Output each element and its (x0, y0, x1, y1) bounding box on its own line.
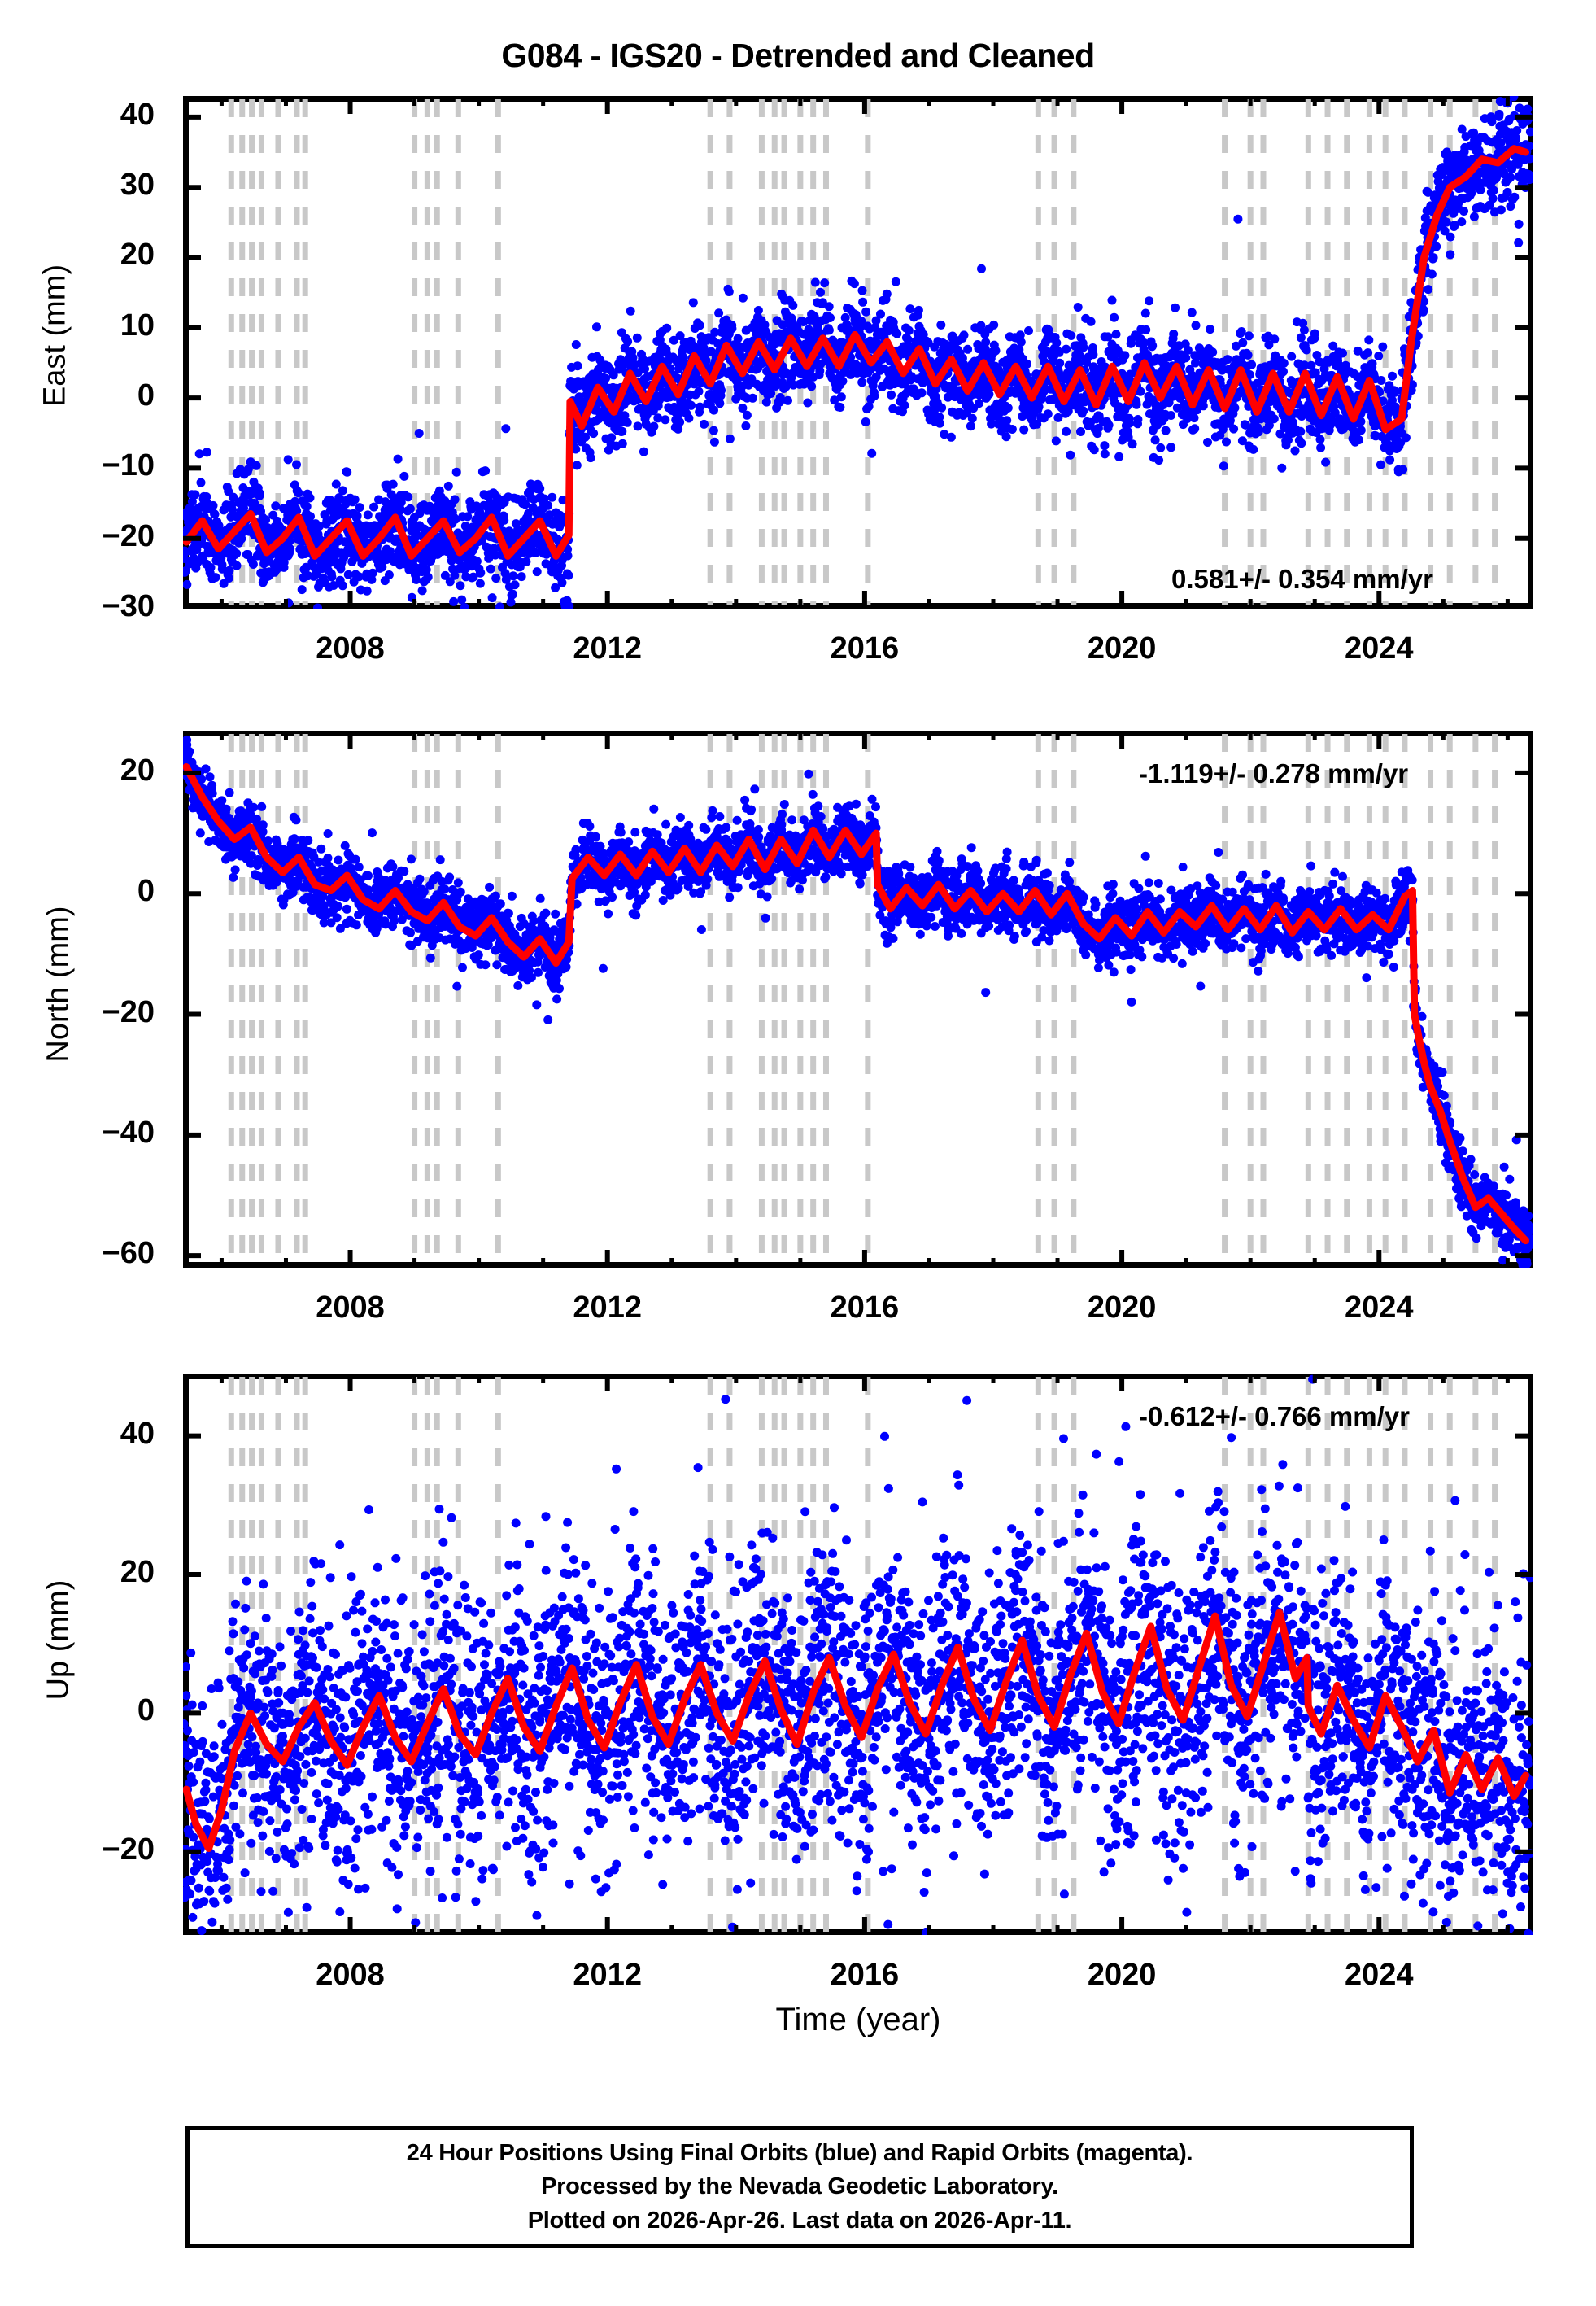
ytick-label: 20 (120, 238, 155, 273)
panel-north (183, 731, 1533, 1268)
panel-east-rate-annotation: 0.581+/- 0.354 mm/yr (1171, 564, 1433, 594)
xtick-label: 2020 (1087, 631, 1157, 666)
xtick-label: 2024 (1345, 1958, 1414, 1992)
xtick-label: 2008 (316, 631, 385, 666)
xtick-label: 2016 (830, 1958, 900, 1992)
model-line (183, 145, 1529, 560)
ytick-label: −20 (102, 994, 155, 1029)
ytick-label: −10 (102, 448, 155, 483)
xtick-label: 2016 (830, 631, 900, 666)
ytick-label: 0 (137, 378, 155, 413)
data-point-cloud (183, 1374, 1533, 1935)
panel-east-canvas (183, 96, 1533, 609)
model-line (183, 1609, 1529, 1852)
xtick-label: 2024 (1345, 631, 1414, 666)
ytick-label: −30 (102, 589, 155, 623)
xtick-label: 2024 (1345, 1291, 1414, 1325)
axis-ticks (183, 1374, 1533, 1935)
xtick-label: 2012 (573, 631, 642, 666)
panel-up-canvas (183, 1374, 1533, 1935)
model-line (183, 763, 1529, 1245)
footer-line-1: 24 Hour Positions Using Final Orbits (bl… (406, 2140, 1193, 2167)
ytick-label: −20 (102, 1832, 155, 1867)
xtick-label: 2016 (830, 1291, 900, 1325)
ytick-label: 0 (137, 1693, 155, 1728)
footer-line-2: Processed by the Nevada Geodetic Laborat… (541, 2173, 1058, 2200)
data-point-cloud (183, 735, 1533, 1268)
ytick-label: 20 (120, 1555, 155, 1590)
xtick-label: 2008 (316, 1291, 385, 1325)
axis-ticks (183, 731, 1533, 1268)
ytick-label: −40 (102, 1115, 155, 1150)
footer-line-3: Plotted on 2026-Apr-26. Last data on 202… (527, 2207, 1072, 2234)
xtick-label: 2008 (316, 1958, 385, 1992)
ytick-label: 0 (137, 874, 155, 909)
xtick-label: 2012 (573, 1291, 642, 1325)
ytick-label: 40 (120, 1416, 155, 1451)
ytick-label: 40 (120, 97, 155, 132)
panel-east (183, 96, 1533, 609)
ytick-label: −60 (102, 1236, 155, 1271)
axis-ticks (183, 96, 1533, 609)
ytick-label: 30 (120, 168, 155, 203)
page-title: G084 - IGS20 - Detrended and Cleaned (501, 37, 1095, 74)
ytick-label: 20 (120, 753, 155, 788)
panel-north-rate-annotation: -1.119+/- 0.278 mm/yr (1139, 758, 1409, 788)
panel-north-canvas (183, 731, 1533, 1268)
xtick-label: 2020 (1087, 1958, 1157, 1992)
xaxis-title: Time (year) (775, 2002, 941, 2037)
panel-up (183, 1374, 1533, 1935)
panel-up-rate-annotation: -0.612+/- 0.766 mm/yr (1139, 1401, 1410, 1431)
footer-box: 24 Hour Positions Using Final Orbits (bl… (185, 2126, 1414, 2248)
ytick-label: −20 (102, 518, 155, 553)
xtick-label: 2012 (573, 1958, 642, 1992)
ytick-label: 10 (120, 308, 155, 343)
xtick-label: 2020 (1087, 1291, 1157, 1325)
